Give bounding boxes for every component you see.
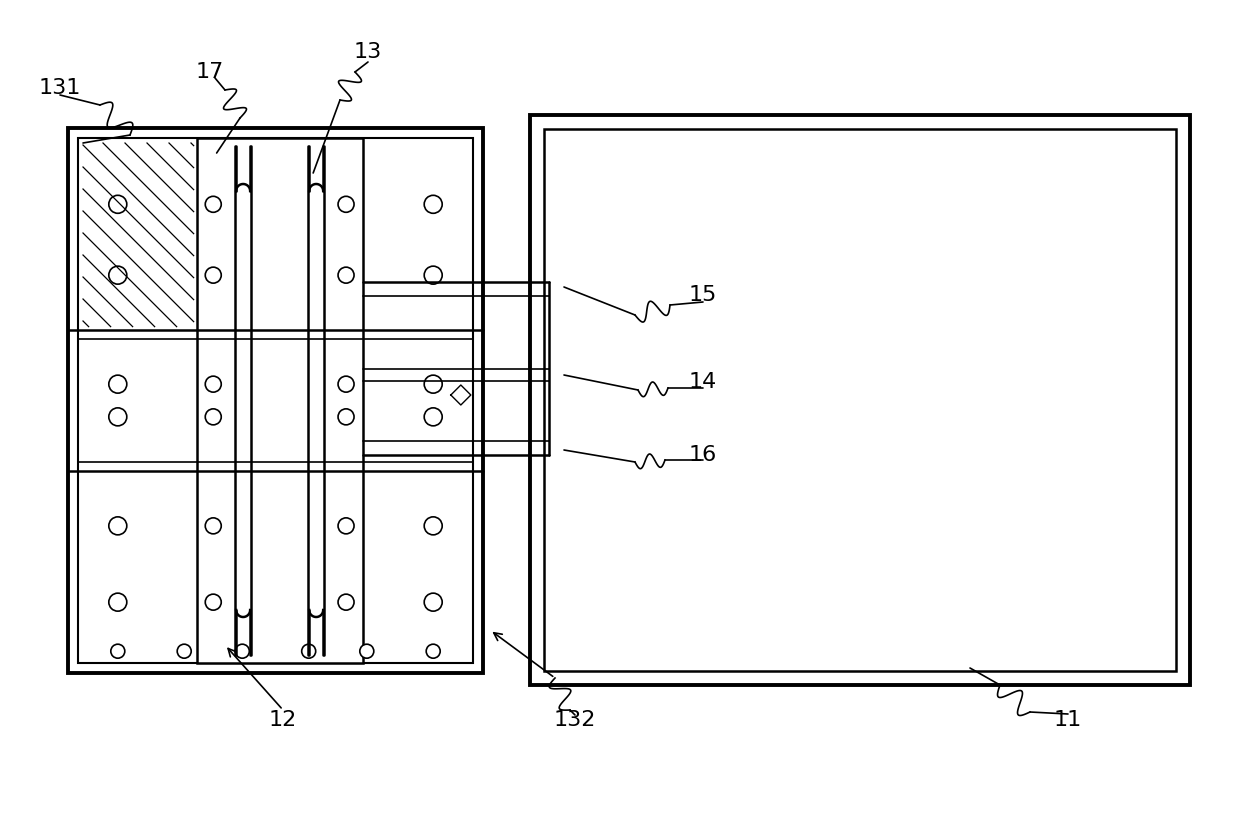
Circle shape [339, 267, 355, 283]
Bar [78, 138, 472, 663]
Text: 15: 15 [688, 285, 717, 305]
Circle shape [109, 196, 126, 213]
Circle shape [339, 518, 355, 534]
Circle shape [339, 196, 355, 213]
Text: 16: 16 [689, 445, 717, 465]
Circle shape [424, 266, 443, 284]
Text: 14: 14 [689, 372, 717, 392]
Circle shape [424, 408, 443, 426]
Circle shape [109, 408, 126, 426]
Circle shape [424, 593, 443, 611]
Circle shape [109, 517, 126, 535]
Circle shape [109, 375, 126, 393]
Circle shape [339, 376, 355, 392]
Circle shape [206, 267, 221, 283]
Circle shape [424, 375, 443, 393]
Circle shape [424, 517, 443, 535]
Circle shape [236, 645, 249, 658]
Bar [68, 128, 484, 673]
Circle shape [177, 645, 191, 658]
Circle shape [339, 409, 355, 425]
Bar [529, 115, 1190, 685]
Circle shape [110, 645, 125, 658]
Circle shape [206, 409, 221, 425]
Circle shape [427, 645, 440, 658]
Circle shape [206, 518, 221, 534]
Circle shape [109, 593, 126, 611]
Bar [197, 138, 362, 663]
Text: 132: 132 [554, 710, 596, 730]
Circle shape [109, 266, 126, 284]
Circle shape [206, 196, 221, 213]
Circle shape [424, 196, 443, 213]
Circle shape [360, 645, 373, 658]
Bar [544, 129, 1176, 671]
Circle shape [206, 376, 221, 392]
Text: 13: 13 [353, 42, 382, 62]
Text: 11: 11 [1054, 710, 1083, 730]
Text: 17: 17 [196, 62, 224, 82]
Text: 131: 131 [38, 78, 81, 98]
Circle shape [206, 594, 221, 610]
Circle shape [339, 594, 355, 610]
Circle shape [301, 645, 316, 658]
Text: 12: 12 [269, 710, 298, 730]
